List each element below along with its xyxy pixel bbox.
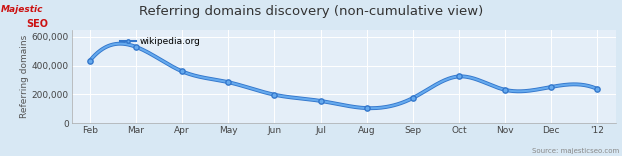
Text: Referring domains discovery (non-cumulative view): Referring domains discovery (non-cumulat…	[139, 5, 483, 18]
Text: Majestic: Majestic	[1, 5, 44, 14]
Y-axis label: Referring domains: Referring domains	[20, 35, 29, 118]
Text: Source: majesticseo.com: Source: majesticseo.com	[532, 149, 619, 154]
Legend: wikipedia.org: wikipedia.org	[119, 37, 200, 46]
Text: SEO: SEO	[26, 19, 48, 29]
